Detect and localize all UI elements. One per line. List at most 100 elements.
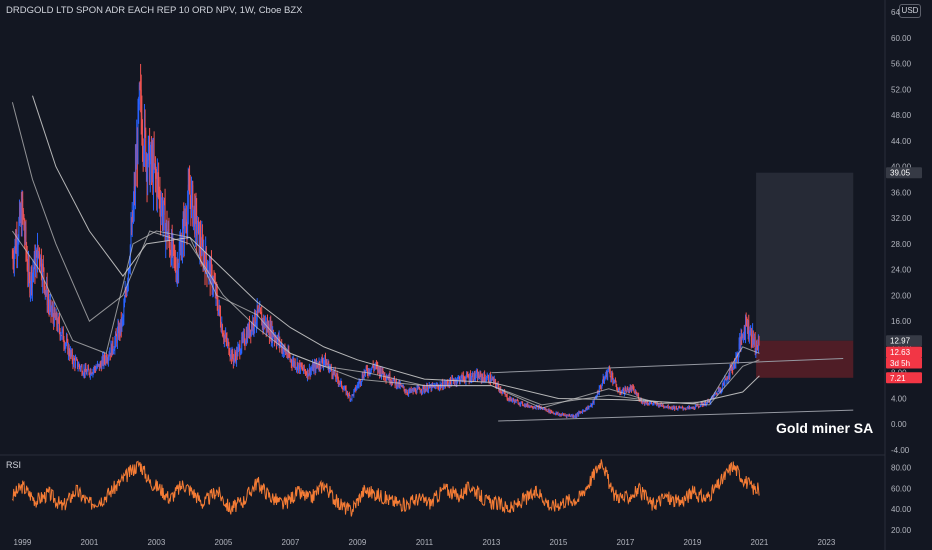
candle-body: [59, 320, 60, 330]
candle-body: [201, 235, 203, 255]
candle-body: [564, 414, 566, 416]
candle-body: [561, 414, 563, 416]
candle-body: [622, 388, 624, 391]
candle-body: [107, 356, 109, 361]
time-axis[interactable]: 1999 2001 2003 2005 2007 2009 2011 2013 2015 2017…: [14, 538, 836, 547]
candle-body: [725, 378, 726, 380]
candle-body: [575, 414, 576, 417]
candle-body: [551, 412, 553, 414]
candle-body: [669, 407, 671, 409]
candle-body: [341, 386, 343, 389]
candle-body: [637, 394, 639, 396]
candle-body: [507, 399, 509, 400]
candle-body: [120, 319, 122, 329]
rsi-tick-label: 20.00: [891, 526, 912, 535]
candle-body: [618, 389, 620, 391]
candle-body: [481, 376, 483, 380]
candle-body: [565, 415, 567, 417]
candle-body: [586, 407, 587, 410]
candle-body: [669, 407, 670, 409]
candle-body: [712, 396, 714, 399]
candle-body: [361, 374, 363, 381]
candle-body: [222, 335, 224, 338]
candle-body: [591, 403, 593, 407]
candle-body: [645, 401, 647, 404]
candle-body: [496, 385, 498, 387]
candle-body: [319, 366, 321, 368]
candle-body: [279, 344, 281, 346]
candle-body: [262, 319, 264, 326]
price-tick-label: 52.00: [891, 85, 912, 94]
candle-body: [30, 285, 31, 293]
candle-body: [685, 408, 687, 410]
candle-body: [282, 347, 284, 354]
candle-body: [693, 406, 695, 409]
candle-body: [35, 257, 36, 274]
candle-body: [208, 264, 210, 274]
candle-body: [480, 374, 482, 380]
candle-body: [601, 384, 603, 388]
candle-body: [142, 141, 143, 144]
candle-body: [537, 406, 539, 410]
candle-body: [138, 85, 140, 105]
candle-body: [184, 212, 186, 223]
candle-body: [151, 145, 152, 167]
candle-body: [259, 309, 261, 313]
candle-body: [424, 389, 426, 392]
candle-body: [35, 250, 37, 258]
candle-body: [426, 385, 428, 392]
candle-body: [153, 152, 154, 189]
candle-body: [205, 248, 207, 264]
candle-body: [55, 315, 56, 320]
candle-body: [671, 406, 673, 409]
candle-body: [112, 341, 114, 351]
candle-body: [433, 386, 435, 387]
candle-body: [158, 179, 160, 191]
candle-body: [593, 401, 594, 404]
candle-body: [161, 202, 163, 208]
candle-body: [224, 336, 226, 337]
candle-body: [700, 406, 701, 407]
candle-body: [24, 226, 26, 238]
candle-body: [432, 384, 433, 386]
candle-body: [634, 391, 636, 393]
candle-body: [71, 351, 73, 355]
candle-body: [717, 391, 719, 394]
candle-body: [528, 405, 529, 407]
candle-body: [490, 380, 492, 382]
candle-body: [626, 387, 628, 392]
currency-badge[interactable]: USD: [899, 4, 921, 18]
candle-body: [336, 374, 337, 379]
candle-body: [183, 218, 185, 243]
candle-body: [574, 416, 576, 418]
candle-body: [523, 405, 525, 407]
candle-body: [310, 370, 312, 375]
candle-body: [707, 400, 708, 402]
candle-body: [196, 232, 198, 236]
candle-body: [22, 210, 24, 216]
candle-body: [417, 387, 419, 389]
candle-body: [651, 403, 653, 405]
candle-body: [58, 318, 60, 321]
candle-body: [687, 406, 689, 408]
candle-body: [486, 376, 488, 380]
time-tick-label: 2009: [349, 538, 367, 547]
candle-body: [470, 379, 472, 381]
candle-body: [607, 369, 609, 372]
candle-body: [24, 229, 26, 238]
candle-body: [225, 334, 227, 340]
candle-body: [314, 363, 315, 366]
candles: [11, 63, 760, 419]
candle-body: [749, 329, 751, 336]
candle-body: [122, 317, 124, 319]
candle-body: [85, 367, 87, 372]
candle-body: [535, 407, 536, 409]
candle-body: [543, 408, 545, 410]
candle-body: [475, 372, 477, 377]
price-axis[interactable]: 64 60.00 56.00 52.00 48.00 44.00 40.00 36.00 32.…: [891, 8, 912, 535]
candle-body: [202, 243, 204, 264]
moving-average-1: [32, 95, 760, 405]
candle-body: [171, 235, 172, 263]
candle-body: [173, 245, 175, 256]
